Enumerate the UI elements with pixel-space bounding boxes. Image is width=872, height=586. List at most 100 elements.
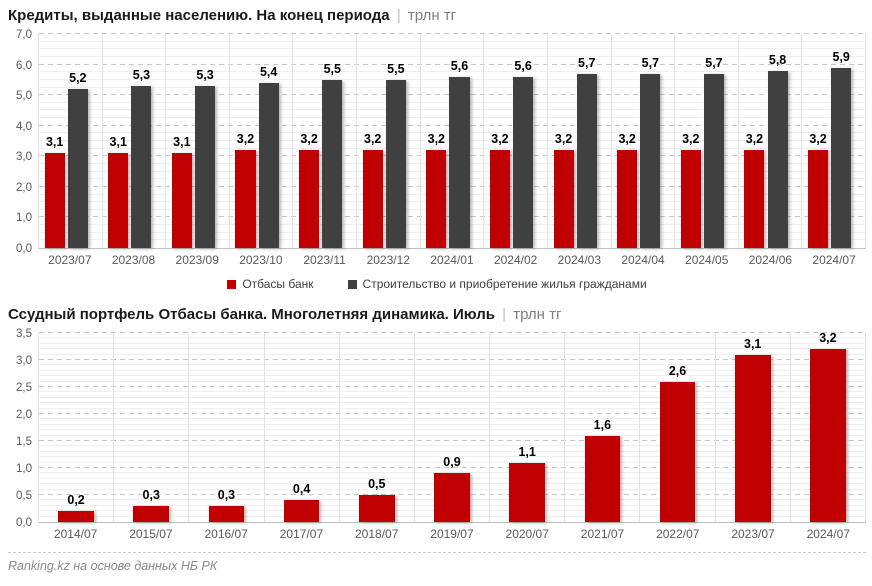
chart-portfolio-title-text: Ссудный портфель Отбасы банка. Многолетн… [8, 306, 495, 323]
y-axis-tick-label: 1,5 [16, 436, 32, 448]
legend-item-construction: Строительство и приобретение жилья гражд… [347, 277, 647, 291]
x-axis-category-label: 2018/07 [355, 527, 399, 541]
bar-value-label: 5,2 [69, 71, 87, 86]
y-axis-tick-label: 1,0 [16, 463, 32, 475]
bar [810, 349, 846, 522]
bar [426, 150, 447, 248]
minor-gridline [39, 472, 866, 474]
x-axis-category-label: 2024/05 [685, 253, 729, 267]
x-axis-category-label: 2023/11 [303, 253, 346, 267]
bar-value-label: 3,2 [618, 132, 636, 147]
x-axis-category-label: 2015/07 [129, 527, 173, 541]
chart-loans-title-text: Кредиты, выданные населению. На конец пе… [8, 7, 390, 24]
x-axis-category-label: 2023/07 [731, 527, 775, 541]
major-gridline [39, 359, 866, 360]
chart-portfolio-x-axis: 2014/07 2015/07 2016/07 2017/07 2018/07 2019/… [8, 523, 866, 543]
category-cell: 3,2 5,6 [484, 34, 548, 248]
category-cell: 3,2 5,5 [357, 34, 421, 248]
legend-swatch-otbasy-icon [227, 279, 237, 289]
chart-loans-title: Кредиты, выданные населению. На конец пе… [8, 6, 866, 26]
bar [283, 500, 320, 522]
major-gridline [39, 332, 866, 333]
bar [44, 153, 65, 248]
chart-portfolio-body: 0,0 0,5 1,0 1,5 2,0 2,5 3,0 3,5 0,2 0,3 0,3 0,4 0,5… [8, 328, 866, 529]
bar-value-label: 3,2 [682, 132, 700, 147]
bar-value-label: 3,2 [491, 132, 509, 147]
category-cell: 3,2 5,7 [548, 34, 612, 248]
x-axis-category-label: 2024/07 [806, 527, 850, 541]
bar-value-label: 3,2 [300, 132, 318, 147]
minor-gridline [39, 418, 866, 420]
y-axis-tick-label: 0,0 [16, 517, 32, 529]
x-axis-category-label: 2024/07 [812, 253, 856, 267]
minor-gridline [39, 396, 866, 398]
category-cell: 0,5 [340, 333, 415, 522]
y-axis-tick-label: 3,5 [16, 328, 32, 340]
chart-loans-x-axis: 2023/07 2023/08 2023/09 2023/10 2023/11 2023/… [8, 249, 866, 269]
bar-value-label: 5,9 [832, 49, 850, 64]
major-gridline [39, 63, 866, 65]
bar-value-label: 3,2 [364, 132, 382, 147]
minor-gridline [39, 380, 866, 382]
y-axis-tick-label: 2,0 [16, 181, 32, 194]
chart-loans-legend: Отбасы банк Строительство и приобретение… [8, 276, 866, 292]
bar [744, 150, 765, 248]
minor-gridline [39, 353, 866, 355]
y-axis-tick-label: 2,5 [16, 382, 32, 394]
category-cell: 1,6 [565, 333, 641, 522]
y-axis-tick-label: 7,0 [16, 29, 32, 41]
bar [235, 150, 256, 248]
bar-value-label: 5,5 [323, 61, 341, 76]
bar-value-label: 3,1 [45, 135, 64, 150]
bar-value-label: 3,2 [427, 132, 446, 147]
y-axis-tick-label: 3,0 [16, 355, 32, 367]
category-cell: 3,1 5,3 [103, 34, 167, 248]
category-cell: 3,1 5,2 [39, 34, 103, 248]
y-axis-tick-label: 4,0 [16, 120, 32, 133]
minor-gridline [39, 71, 866, 73]
legend-swatch-construction-icon [347, 279, 357, 289]
x-axis-category-label: 2024/02 [493, 253, 538, 267]
category-cell: 0,4 [265, 333, 340, 522]
bar-value-label: 3,2 [819, 331, 837, 346]
bar [617, 150, 638, 248]
bar [703, 73, 724, 248]
bar [322, 79, 343, 248]
chart-portfolio-plot-area: 0,2 0,3 0,3 0,4 0,5 0,9 1,1 1,6 2,6 3,1 3,2 [38, 331, 866, 523]
category-cell: 3,2 5,8 [739, 34, 803, 248]
bar-value-label: 0,3 [142, 487, 160, 502]
x-axis-category-label: 2023/12 [366, 253, 410, 267]
bar-value-label: 2,6 [668, 363, 687, 378]
bar-value-label: 1,6 [593, 417, 612, 432]
bar-value-label: 3,1 [744, 336, 762, 351]
category-cell: 3,2 5,4 [230, 34, 294, 248]
chart-portfolio-section: Ссудный портфель Отбасы банка. Многолетн… [8, 305, 866, 543]
y-axis-tick-label: 0,0 [16, 243, 32, 255]
chart-loans-unit: трлн тг [407, 7, 457, 24]
minor-gridline [39, 407, 866, 409]
chart-portfolio-title: Ссудный портфель Отбасы банка. Многолетн… [8, 305, 866, 325]
bar [208, 505, 245, 522]
major-gridline [39, 440, 866, 441]
minor-gridline [39, 48, 866, 50]
y-axis-tick-label: 0,5 [16, 490, 32, 502]
bar-value-label: 5,4 [259, 64, 278, 79]
bar [640, 73, 661, 248]
minor-gridline [39, 456, 866, 458]
y-axis-tick-label: 6,0 [16, 59, 32, 72]
category-cell: 3,2 5,5 [293, 34, 358, 248]
category-cell: 0,3 [114, 333, 190, 522]
category-cell: 3,1 5,3 [166, 34, 230, 248]
y-axis-tick-label: 1,0 [16, 212, 32, 225]
bar [831, 67, 852, 248]
bar-value-label: 1,1 [518, 444, 536, 459]
bar [385, 79, 406, 248]
chart-loans-section: Кредиты, выданные населению. На конец пе… [8, 6, 866, 292]
x-axis-category-label: 2024/03 [557, 253, 602, 267]
category-cell: 3,2 5,9 [802, 34, 866, 248]
major-gridline [39, 386, 866, 387]
major-gridline [39, 413, 866, 414]
bar-value-label: 5,6 [514, 58, 532, 73]
bar-value-label: 5,8 [768, 52, 787, 67]
bar [434, 473, 470, 522]
